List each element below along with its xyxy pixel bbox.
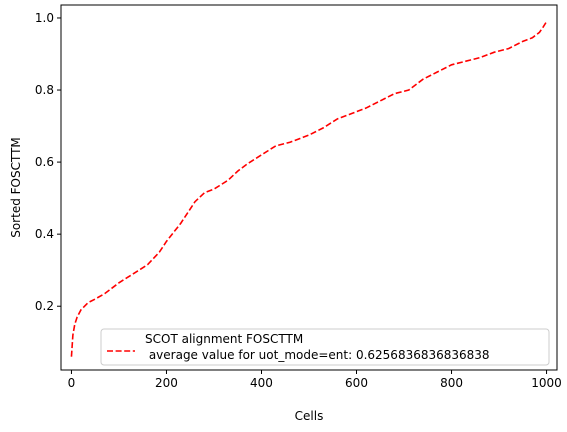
y-tick-label: 0.4: [35, 227, 54, 241]
x-axis: 0 200 400 600 800 1000: [68, 370, 562, 390]
x-tick-label: 400: [250, 376, 273, 390]
x-tick-label: 1000: [531, 376, 562, 390]
legend-box: [100, 328, 550, 366]
y-tick-label: 0.6: [35, 155, 54, 169]
x-axis-label: Cells: [295, 409, 324, 423]
legend-label: SCOT alignment FOSCTTM average value for…: [145, 332, 490, 362]
y-tick-label: 1.0: [35, 11, 54, 25]
x-tick-label: 200: [155, 376, 178, 390]
series-layer: [70, 21, 548, 357]
plot-frame: [60, 4, 558, 371]
plot-area: [61, 5, 557, 370]
x-tick-label: 0: [68, 376, 76, 390]
legend: SCOT alignment FOSCTTM average value for…: [100, 328, 550, 366]
y-axis: 0.2 0.4 0.6 0.8 1.0: [35, 11, 61, 313]
x-tick-label: 800: [440, 376, 463, 390]
y-tick-label: 0.2: [35, 299, 54, 313]
y-axis-label: Sorted FOSCTTM: [9, 137, 23, 238]
y-tick-label: 0.8: [35, 83, 54, 97]
series-line: [70, 21, 548, 357]
x-tick-label: 600: [345, 376, 368, 390]
